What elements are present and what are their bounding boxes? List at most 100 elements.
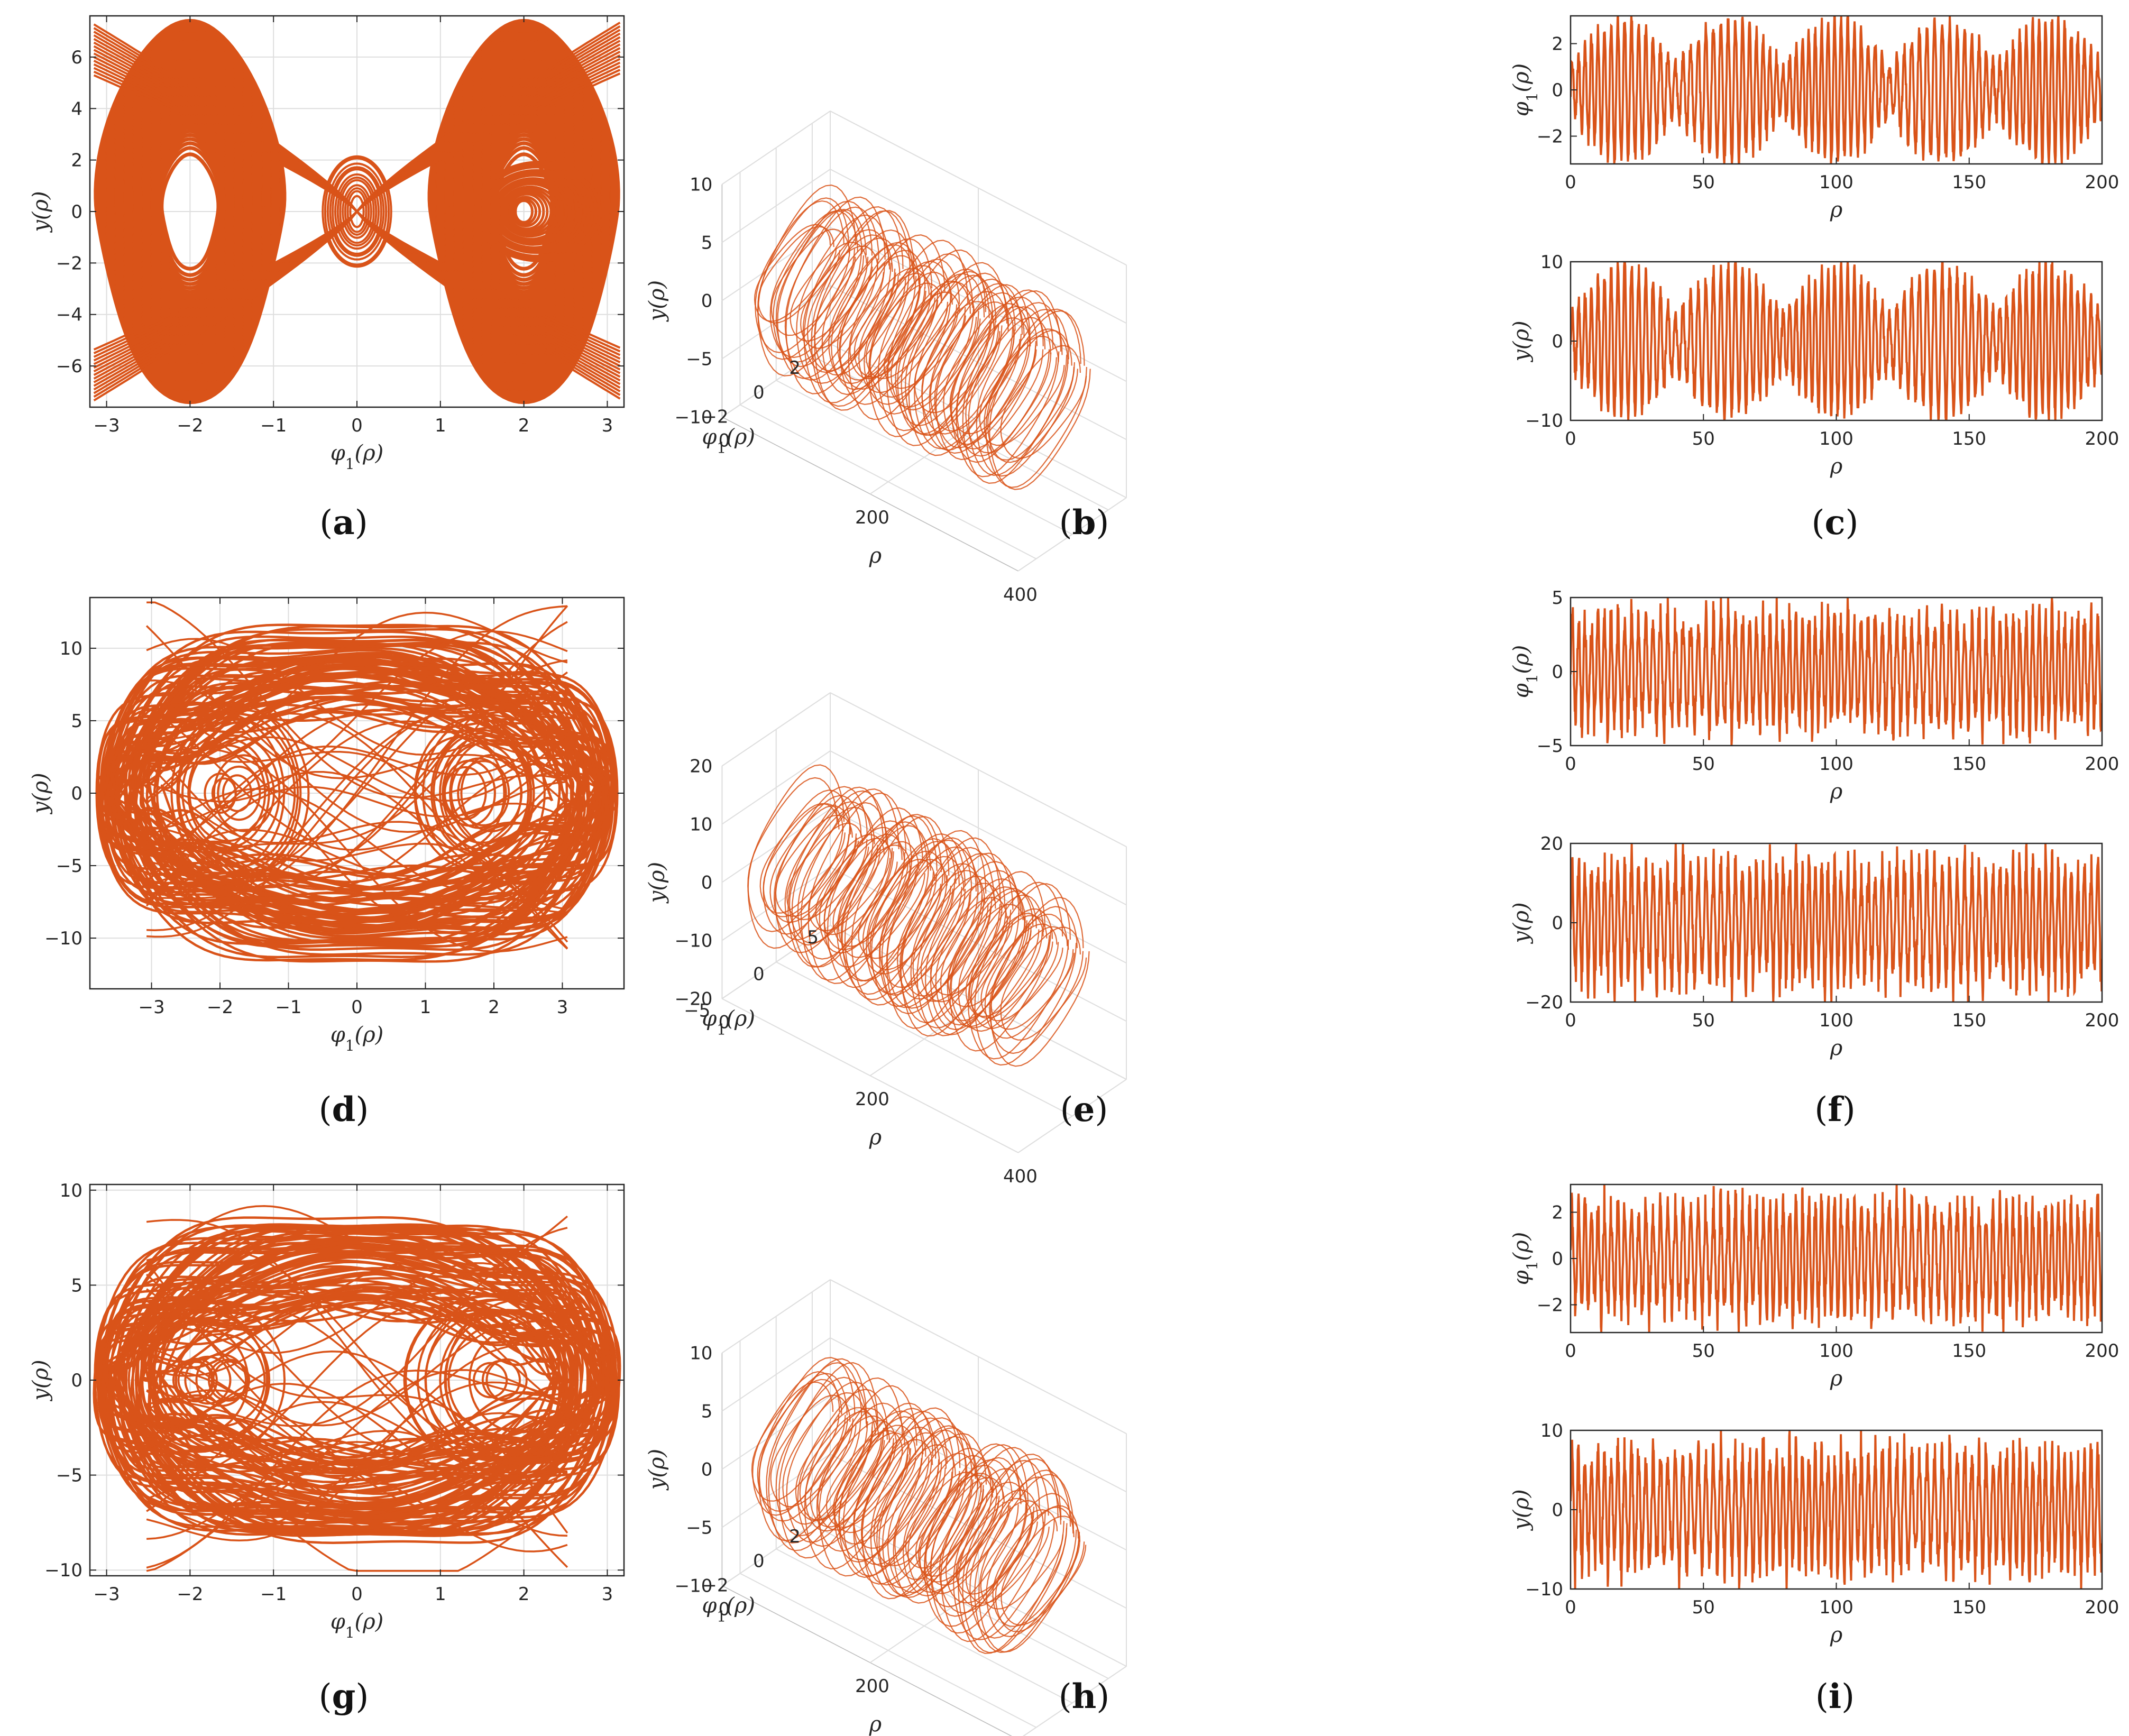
y-tick-label: 0 xyxy=(1552,331,1563,352)
trajectory-segment xyxy=(145,605,568,907)
x-axis-label: ρ xyxy=(1830,1036,1843,1060)
trajectory-loop xyxy=(989,310,1091,490)
x-tick-label: 0 xyxy=(351,997,363,1018)
rho-tick-label: 400 xyxy=(1003,1166,1038,1187)
trajectory-loop xyxy=(821,229,921,396)
x-tick-label: −3 xyxy=(94,415,120,436)
panel-label-h: (h) xyxy=(1059,1677,1109,1716)
y-tick-label: −4 xyxy=(56,305,82,326)
panel-label-e: (e) xyxy=(1060,1090,1108,1129)
y-tick-label: 5 xyxy=(701,233,713,254)
y-tick-label: −10 xyxy=(675,407,713,428)
trajectory-loop xyxy=(819,826,909,954)
trajectory-segment xyxy=(146,670,568,878)
phi-tick-label: −5 xyxy=(684,1000,710,1022)
trajectory-loop xyxy=(758,1357,861,1541)
y-axis-label: φ1(ρ) xyxy=(1509,1232,1541,1285)
trajectory-segment xyxy=(146,638,568,756)
trajectory-loop xyxy=(924,861,1026,1035)
trajectory-segment xyxy=(506,191,549,232)
panel-a: −3 −2 −1 0 1 2 3 −6 −4 −2 0 2 4 6 φ1(ρ) y(ρ) xyxy=(29,15,625,473)
x-tick-label: 50 xyxy=(1692,1010,1715,1031)
x-tick-label: 50 xyxy=(1692,172,1715,193)
trajectory-segment xyxy=(334,173,380,250)
trajectory-segment xyxy=(336,176,378,247)
trajectory-segment xyxy=(146,659,568,889)
y-tick-label: 6 xyxy=(71,47,82,68)
y-tick-label: 10 xyxy=(690,1343,712,1364)
trajectory-loop xyxy=(900,837,1007,1037)
trajectory-loop xyxy=(970,908,1059,1030)
trajectory-segment xyxy=(217,765,261,821)
trajectory-segment xyxy=(146,1273,568,1411)
trajectory-segment xyxy=(146,1435,568,1537)
y-tick-label: 0 xyxy=(1552,913,1563,934)
trajectory-segment xyxy=(497,182,564,241)
x-tick-label: 1 xyxy=(435,1584,446,1605)
trajectory-loop xyxy=(929,283,1029,454)
y-tick-label: 2 xyxy=(1552,1202,1563,1224)
trajectory-segment xyxy=(130,1285,584,1475)
y-tick-label: −5 xyxy=(686,349,712,370)
trajectory-segment xyxy=(115,1235,599,1525)
trajectory-loop xyxy=(839,250,932,390)
trajectory-segment xyxy=(126,680,588,906)
x-tick-label: 3 xyxy=(557,997,568,1018)
trajectory-loop xyxy=(860,1417,960,1586)
trajectory-segment xyxy=(146,1262,568,1377)
y-tick-label: 10 xyxy=(60,638,82,659)
rho-tick-label: 200 xyxy=(855,1089,889,1110)
phi-tick-label: 2 xyxy=(789,357,801,379)
trajectory-loop xyxy=(904,274,1003,436)
y-tick-label: 5 xyxy=(1552,587,1563,609)
y-tick-label: −2 xyxy=(1537,1295,1563,1316)
phi-tick-label: 0 xyxy=(753,382,765,403)
x-tick-label: −1 xyxy=(260,1584,287,1605)
phi-tick-label: −2 xyxy=(702,1575,728,1596)
trajectory-loop xyxy=(870,1417,972,1597)
trajectory-segment xyxy=(481,166,594,258)
panel-c1: 0 50 100 150 200 −2 0 2 ρ φ1(ρ) xyxy=(1509,15,2119,222)
y-tick-label: 10 xyxy=(60,1180,82,1201)
trajectory-segment xyxy=(476,162,601,261)
y-tick-label: −10 xyxy=(1525,410,1563,431)
trajectory-loop xyxy=(968,302,1069,476)
rho-tick-label: 200 xyxy=(855,1676,889,1697)
trajectory-loop xyxy=(770,1394,857,1508)
y-tick-label: 0 xyxy=(701,1459,713,1481)
phi-tick-label: 2 xyxy=(789,1526,801,1547)
trajectory-loop xyxy=(833,1410,930,1563)
x-tick-label: 0 xyxy=(1565,1010,1576,1031)
y-axis-label: y(ρ) xyxy=(29,1360,53,1401)
trajectory-loop xyxy=(952,1459,1055,1641)
trajectory-loop xyxy=(754,224,837,322)
trajectory-loop xyxy=(757,1379,848,1512)
y-tick-label: −5 xyxy=(56,856,82,877)
y-tick-label: −10 xyxy=(44,1560,82,1581)
trajectory-segment xyxy=(474,160,605,263)
trajectory-segment xyxy=(145,1261,568,1534)
panel-label-f: (f) xyxy=(1814,1090,1855,1129)
x-tick-label: 150 xyxy=(1952,1010,1986,1031)
y-tick-label: 5 xyxy=(71,1275,82,1296)
trajectory-segment xyxy=(157,146,224,277)
x-tick-label: 0 xyxy=(351,415,363,436)
y-tick-label: −5 xyxy=(56,1465,82,1486)
rho-axis-label: ρ xyxy=(869,544,882,568)
trajectory-loop xyxy=(861,1407,967,1600)
trajectory-segment xyxy=(105,635,609,951)
y-axis-label: y(ρ) xyxy=(645,862,669,904)
trajectory-a xyxy=(93,19,621,405)
trajectory-loop xyxy=(935,878,1030,1026)
y-tick-label: −6 xyxy=(56,356,82,377)
y-tick-label: −20 xyxy=(675,989,713,1010)
trajectory-segment xyxy=(146,709,568,852)
trajectory-loop xyxy=(806,234,899,372)
trajectory-segment xyxy=(146,1383,568,1492)
x-tick-label: −2 xyxy=(207,997,233,1018)
trajectory-segment xyxy=(140,1323,249,1437)
y-tick-label: 10 xyxy=(1540,1420,1563,1441)
y-tick-label: 5 xyxy=(71,711,82,732)
